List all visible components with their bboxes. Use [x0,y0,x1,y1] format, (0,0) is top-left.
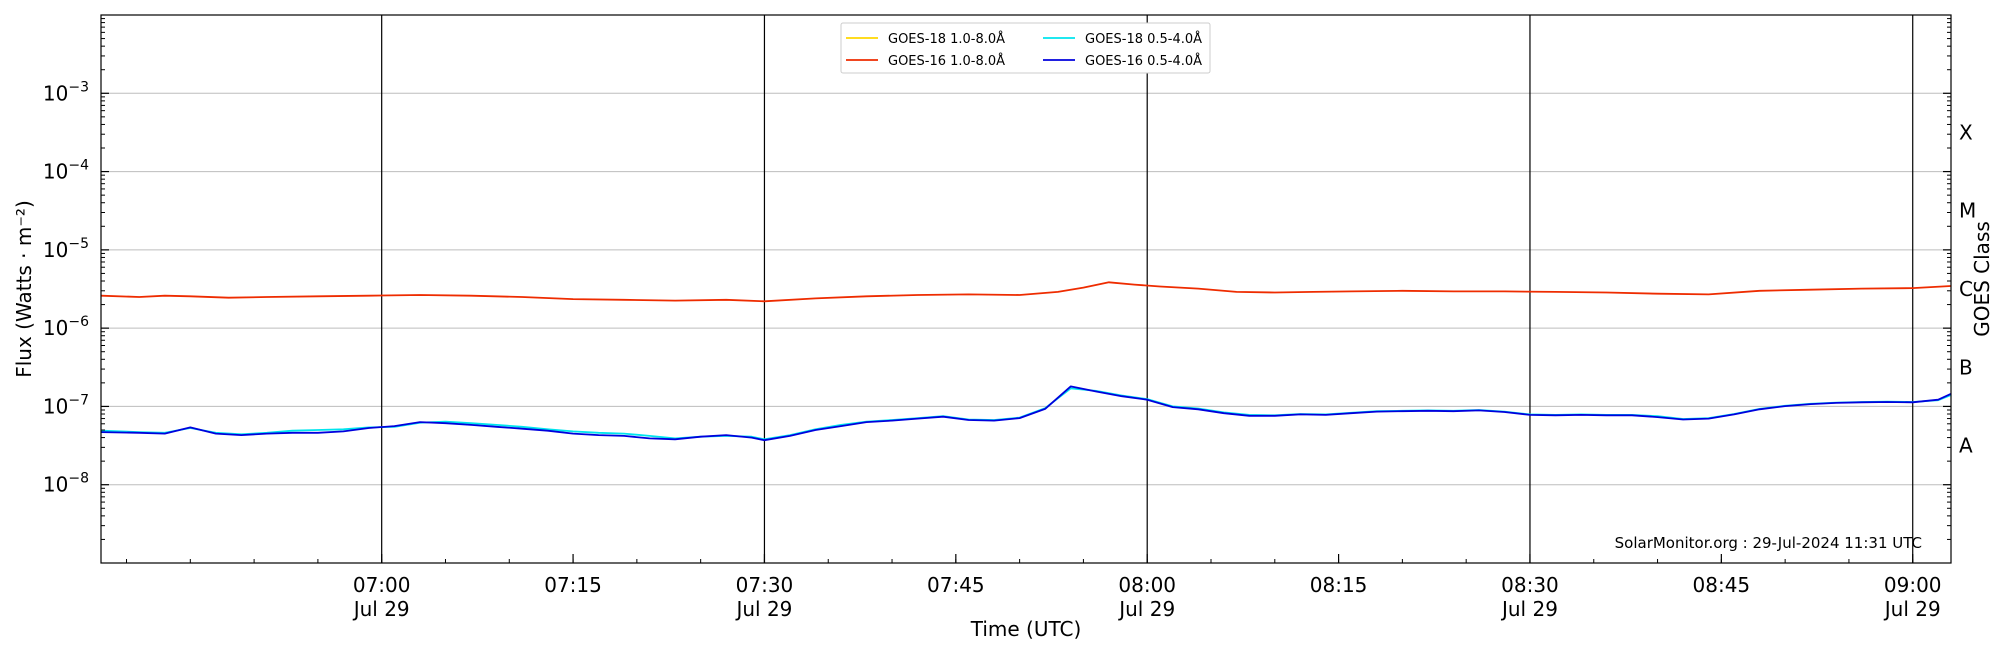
legend-label-2: GOES-16 1.0-8.0Å [888,53,1005,69]
legend-label-1: GOES-18 0.5-4.0Å [1085,31,1202,47]
source-annotation: SolarMonitor.org : 29-Jul-2024 11:31 UTC [1615,534,1922,552]
series-line-3 [100,385,1952,442]
x-tick-date-label: Jul 29 [734,597,792,621]
y-tick-label: 10−6 [43,314,89,340]
goes-class-m: M [1959,199,1976,223]
x-tick-label: 08:00 [1118,573,1176,597]
x-tick-label: 07:30 [736,573,794,597]
x-tick-date-label: Jul 29 [1117,597,1175,621]
goes-class-b: B [1959,355,1973,379]
vertical-time-markers [381,15,1914,563]
series-line-1 [100,387,1952,441]
y-tick-label: 10−3 [43,79,89,105]
x-tick-date-label: Jul 29 [1500,597,1558,621]
legend-label-0: GOES-18 1.0-8.0Å [888,31,1005,47]
series-lines [100,281,1952,442]
legend-label-3: GOES-16 0.5-4.0Å [1085,53,1202,69]
x-tick-label: 09:00 [1884,573,1942,597]
x-tick-label: 08:15 [1310,573,1368,597]
goes-class-axis-title: GOES Class [1970,221,1994,337]
goes-class-labels: A B C M X [1959,120,1976,457]
x-tick-label: 08:30 [1501,573,1559,597]
goes-class-a: A [1959,434,1973,458]
grid-lines [101,92,1951,486]
x-tick-label: 08:45 [1693,573,1751,597]
legend-box [840,22,1211,74]
y-tick-label: 10−4 [43,158,89,184]
x-axis-title: Time (UTC) [970,617,1082,641]
y-tick-label: 10−5 [43,236,89,262]
series-line-2 [100,281,1952,303]
x-tick-label: 07:45 [927,573,985,597]
goes-class-x: X [1959,120,1973,144]
legend: GOES-18 1.0-8.0Å GOES-16 1.0-8.0Å GOES-18 … [840,22,1211,74]
x-tick-date-label: Jul 29 [1883,597,1941,621]
y-tick-label: 10−8 [43,471,89,497]
goes-class-c: C [1959,277,1973,301]
x-tick-date-label: Jul 29 [352,597,410,621]
x-tick-label: 07:15 [544,573,602,597]
y-axis-ticks: 10−8 10−7 10−6 10−5 10−4 10−3 [43,18,1951,540]
y-axis-title: Flux (Watts · m⁻²) [12,200,36,378]
x-tick-label: 07:00 [353,573,411,597]
plot-frame [100,14,1952,564]
y-tick-label: 10−7 [43,392,89,418]
